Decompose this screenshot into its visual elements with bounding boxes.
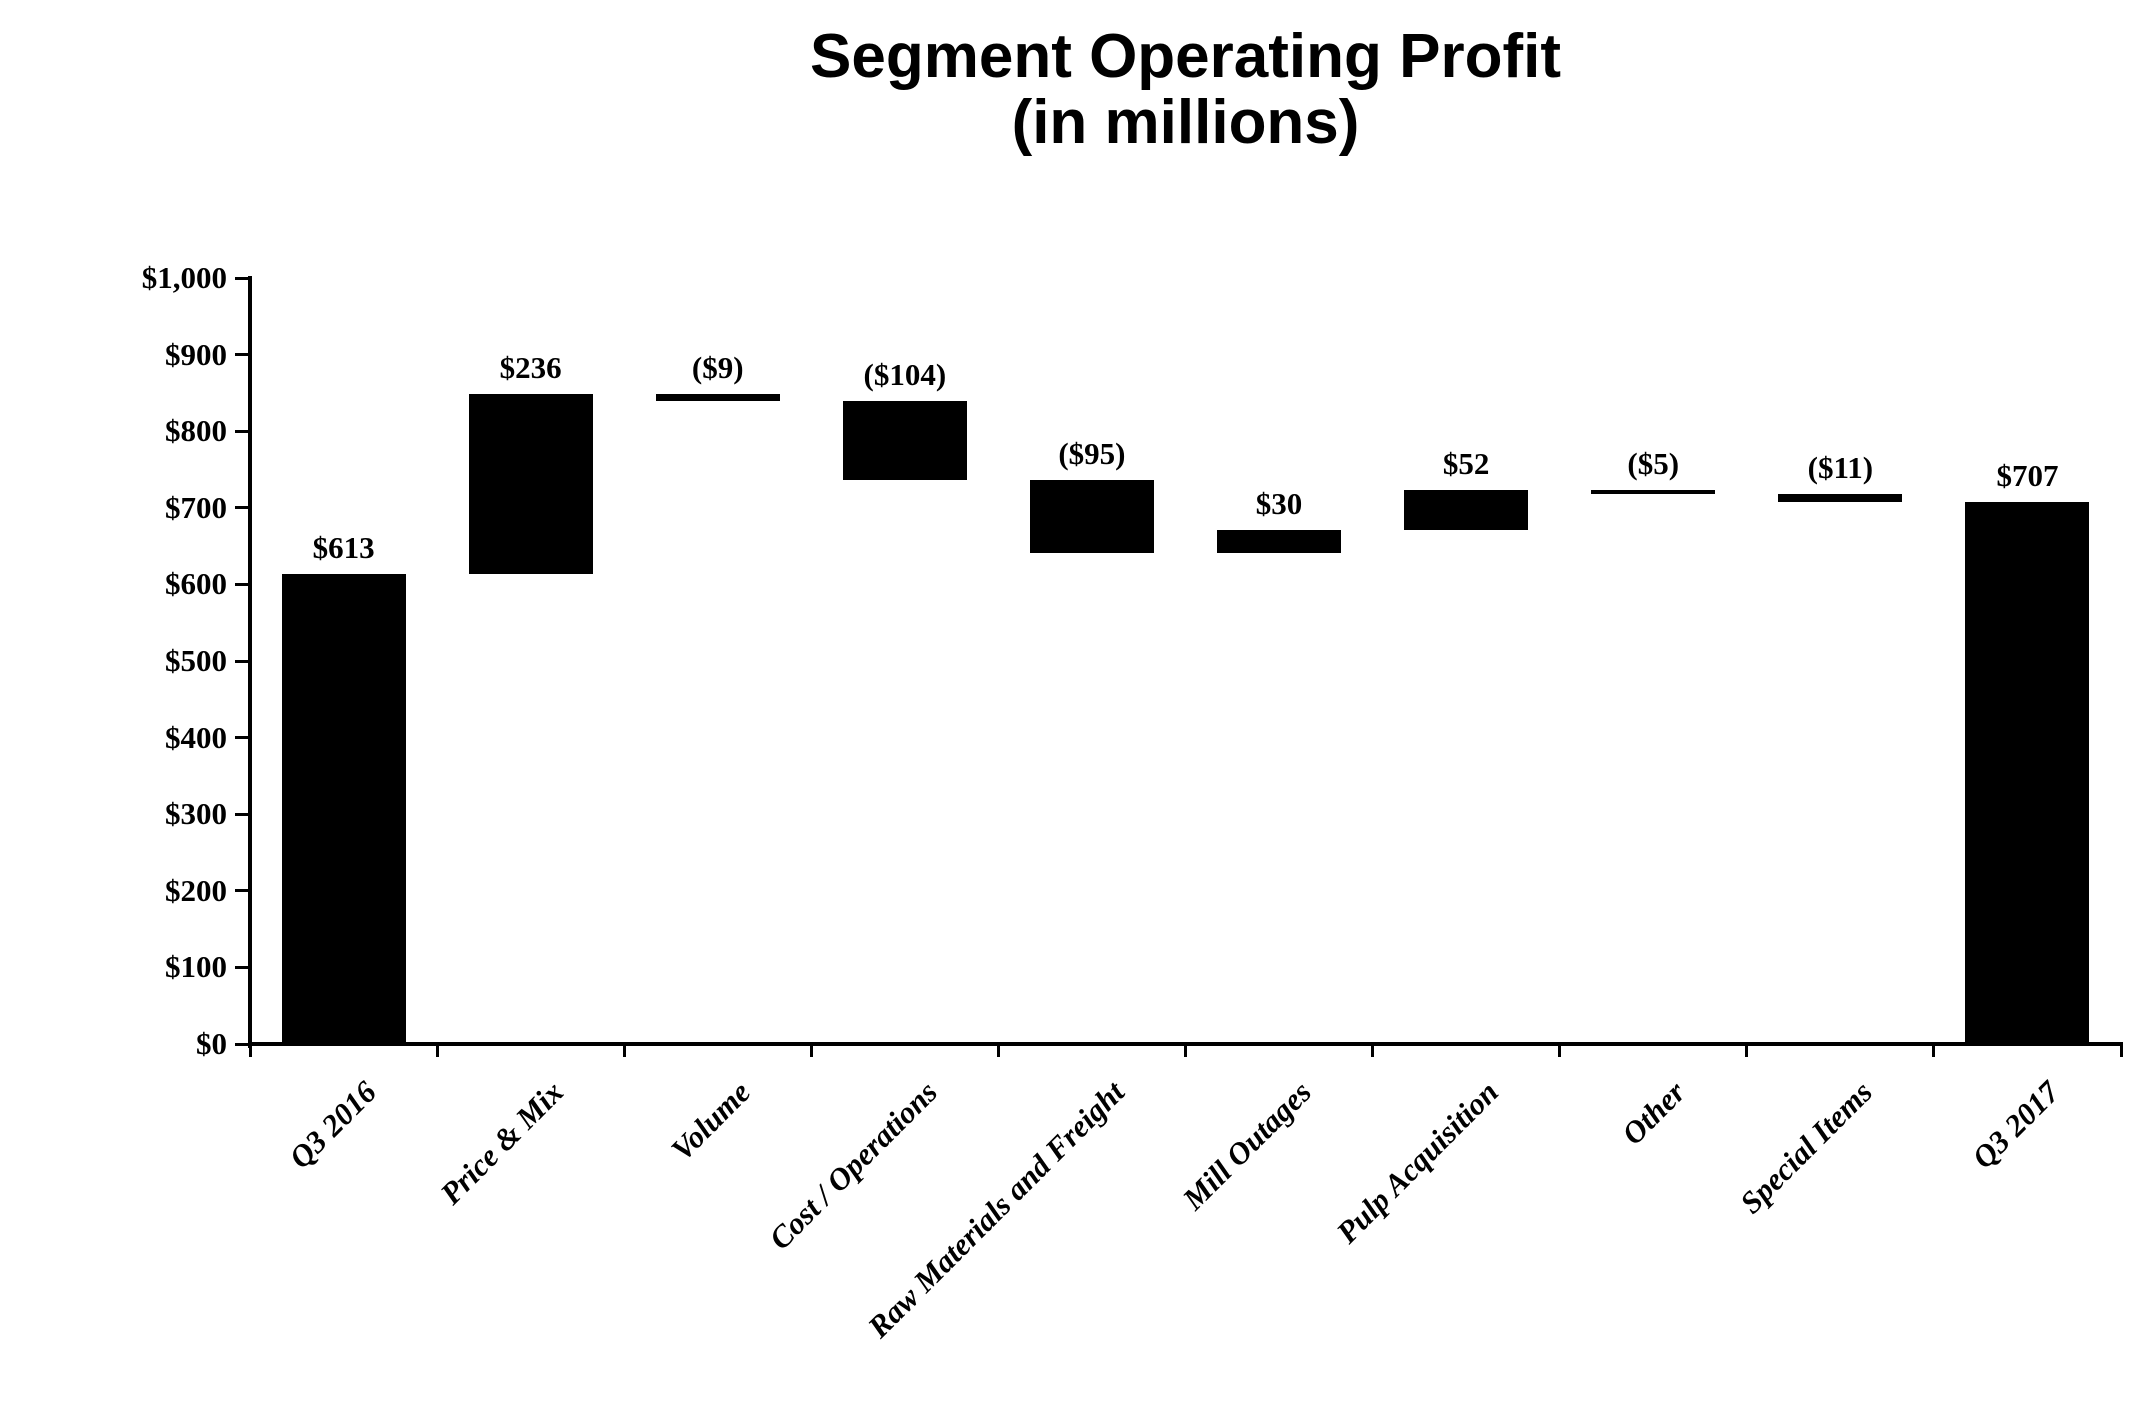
y-axis-tick: [235, 889, 248, 893]
plot-area: $1,000 $900 $800 $700 $600 $500 $400 $300 $200 $1…: [142, 260, 2123, 1344]
bar-special-items: [1778, 494, 1903, 503]
y-axis-tick: [235, 736, 248, 740]
x-category-label: Price & Mix: [432, 1074, 570, 1212]
bar-q3-2017: [1965, 502, 2090, 1044]
x-category-label: Q3 2017: [1965, 1074, 2067, 1176]
bar-other: [1591, 490, 1716, 495]
x-axis-tick: [435, 1044, 439, 1057]
bar-q3-2016: [281, 574, 406, 1044]
bar-value-label: ($11): [1807, 450, 1874, 485]
bar-value-label: $52: [1442, 446, 1490, 482]
y-axis-tick: [235, 353, 248, 357]
y-axis-tick-label: $300: [165, 796, 227, 832]
x-category-label: Special Items: [1733, 1074, 1880, 1221]
x-category-label: Q3 2016: [281, 1074, 383, 1176]
y-axis-tick: [235, 582, 248, 586]
x-category-label: Other: [1615, 1074, 1693, 1152]
y-axis-tick-label: $1,000: [141, 260, 227, 295]
x-category-label: Raw Materials and Freight: [860, 1074, 1131, 1345]
x-axis-tick: [1184, 1044, 1187, 1057]
y-axis-tick: [235, 276, 248, 280]
bar-mill-outages: [1217, 530, 1342, 553]
x-axis-tick: [1558, 1044, 1562, 1057]
y-axis-tick-label: $500: [165, 643, 227, 678]
chart-title-line2: (in millions): [1011, 88, 1360, 157]
bar-cost-operations: [842, 400, 967, 481]
bar-value-label: $30: [1255, 486, 1303, 521]
bar-raw-materials-and-freight: [1029, 480, 1154, 553]
bar-value-label: $707: [1996, 458, 2059, 494]
x-category-label: Mill Outages: [1175, 1074, 1319, 1217]
y-axis-tick-label: $900: [165, 336, 227, 372]
y-axis-tick: [235, 659, 248, 663]
bar-value-label: $236: [499, 349, 562, 385]
bar-volume: [655, 393, 780, 401]
x-axis-tick: [1371, 1044, 1375, 1057]
y-axis-tick: [235, 965, 248, 969]
x-axis-tick: [1745, 1044, 1749, 1057]
y-axis-line: [248, 276, 252, 1048]
y-axis-tick: [235, 429, 248, 433]
bar-value-label: ($104): [863, 356, 947, 392]
y-axis-tick-label: $700: [165, 489, 227, 525]
bar-value-label: ($9): [691, 349, 744, 385]
y-axis-tick: [235, 1042, 248, 1046]
y-axis-tick: [235, 812, 248, 816]
chart-title: Segment Operating Profit (in millions): [250, 24, 2121, 156]
y-axis-tick-label: $600: [165, 566, 227, 602]
x-axis-tick: [1932, 1044, 1936, 1057]
x-axis-tick: [2119, 1044, 2123, 1057]
bar-value-label: ($95): [1058, 436, 1126, 472]
bar-value-label: $613: [312, 530, 375, 566]
bar-pulp-acquisition: [1404, 490, 1529, 530]
x-axis-tick: [809, 1044, 813, 1057]
y-axis-tick-label: $800: [165, 413, 227, 449]
x-axis-tick: [996, 1044, 1000, 1057]
x-category-label: Cost / Operations: [762, 1074, 944, 1257]
y-axis-tick-label: $0: [196, 1026, 227, 1061]
x-axis-tick: [622, 1044, 626, 1057]
y-axis-tick-label: $100: [165, 949, 227, 985]
y-axis-tick-label: $400: [165, 719, 227, 755]
chart-title-line1: Segment Operating Profit: [810, 22, 1561, 91]
x-category-label: Pulp Acquisition: [1329, 1074, 1506, 1250]
y-axis-tick: [235, 506, 248, 510]
x-axis-tick: [248, 1044, 252, 1057]
y-axis-tick-label: $200: [165, 872, 227, 908]
bar-price-mix: [468, 393, 593, 575]
bar-value-label: ($5): [1627, 446, 1680, 482]
x-category-label: Volume: [663, 1074, 757, 1168]
